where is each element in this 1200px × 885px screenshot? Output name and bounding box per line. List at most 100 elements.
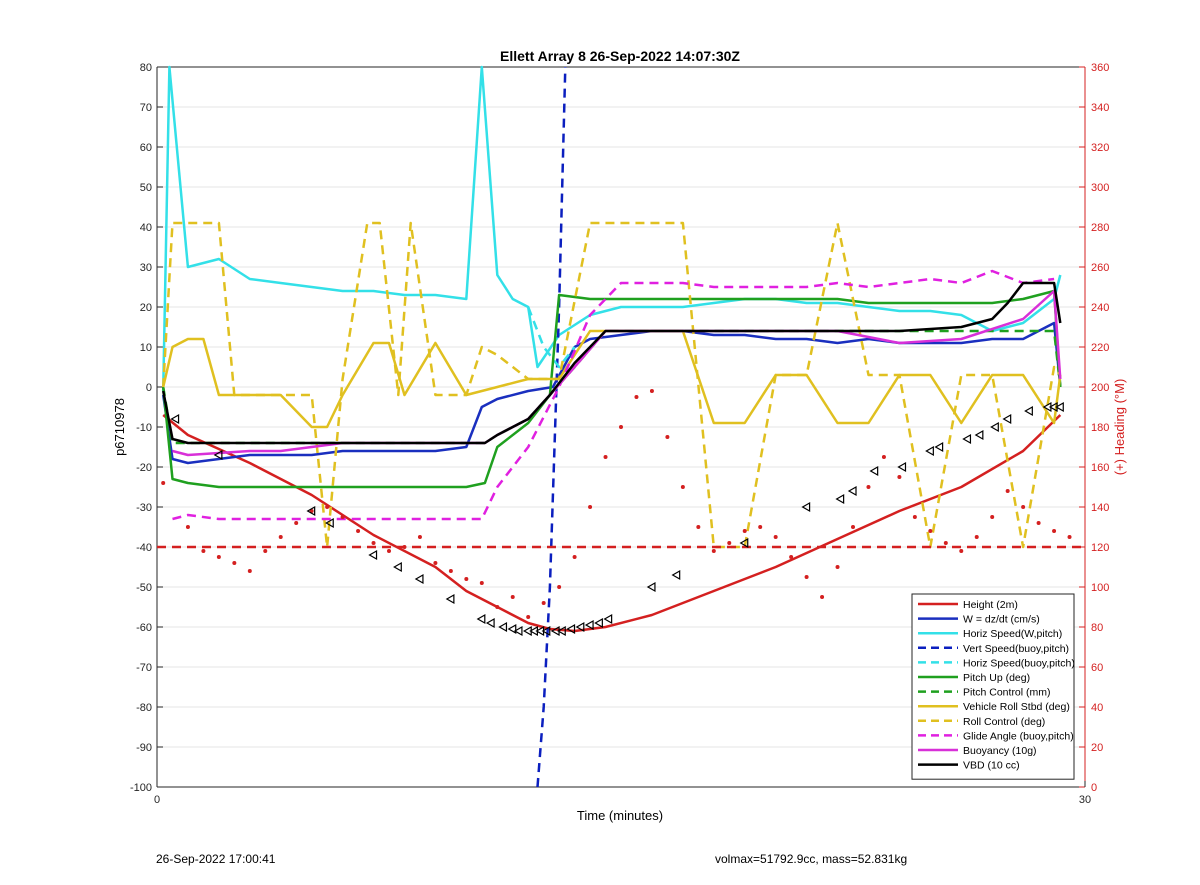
height-marker [1024,405,1033,417]
heading-point [216,555,221,559]
y-tick-label: 20 [140,302,152,314]
height-marker [213,449,223,461]
y2-tick-label: 360 [1091,62,1109,74]
height-marker [513,625,523,637]
legend-label: Horiz Speed(W,pitch) [963,628,1062,640]
heading-point [943,541,948,545]
y-tick-label: -70 [136,662,152,674]
height-marker [485,617,495,629]
series-line-8 [161,221,1062,549]
heading-point [634,395,639,399]
y-tick-label: 80 [140,62,152,74]
heading-point [417,535,422,539]
y2-tick-label: 100 [1091,582,1109,594]
height-marker [1002,413,1012,425]
height-marker [575,621,585,633]
heading-point [278,535,283,539]
y2-tick-label: 240 [1091,302,1109,314]
y-tick-label: 70 [140,102,152,114]
height-marker [646,581,656,593]
heading-point [247,569,252,573]
series-line-3 [536,66,567,788]
height-marker [584,619,594,631]
legend-label: VBD (10 cc) [963,760,1020,772]
height-marker [990,421,999,433]
y2-tick-label: 160 [1091,462,1109,474]
heading-point [959,549,964,553]
heading-point [665,435,670,439]
heading-point [185,525,190,529]
legend-label: Pitch Up (deg) [963,672,1030,684]
heading-point [820,595,825,599]
height-marker [962,433,972,445]
series-line-9 [172,269,1055,521]
y2-tick-label: 0 [1091,782,1097,794]
y-tick-label: -30 [136,502,152,514]
y2-tick-label: 140 [1091,502,1109,514]
y2-tick-label: 20 [1091,742,1103,754]
heading-point [928,529,933,533]
heading-point [866,485,871,489]
heading-point [696,525,701,529]
heading-point [990,515,995,519]
heading-point [433,561,438,565]
heading-point [356,529,361,533]
series-lines [157,65,1085,788]
legend-label: Pitch Control (mm) [963,687,1051,699]
y2-tick-label: 120 [1091,542,1109,554]
right-axis-ticks: 3603403203002802602402202001801601401201… [1079,62,1109,794]
height-marker [869,465,879,477]
height-marker [498,621,508,633]
legend-label: Glide Angle (buoy,pitch) [963,730,1074,742]
y-tick-label: -100 [130,782,152,794]
y-tick-label: 10 [140,342,152,354]
y-tick-label: -20 [136,462,152,474]
heading-point [619,425,623,429]
heading-point [881,455,886,459]
series-line-0 [162,414,1062,633]
y2-tick-label: 80 [1091,622,1103,634]
height-marker [897,461,907,473]
height-marker [847,485,857,497]
heading-point [727,541,732,545]
heading-point [448,569,453,573]
series-line-4 [527,306,576,369]
heading-point [588,505,593,509]
height-marker [476,613,486,625]
height-marker [801,501,811,513]
chart-title: Ellett Array 8 26-Sep-2022 14:07:30Z [500,48,740,64]
y2-tick-label: 300 [1091,182,1109,194]
heading-point [912,515,917,519]
heading-point [1021,505,1026,509]
heading-point [974,535,979,539]
footer-timestamp: 26-Sep-2022 17:00:41 [156,852,276,866]
height-marker [445,593,455,605]
x-tick-label: 30 [1079,794,1091,806]
legend-label: Vert Speed(buoy,pitch) [963,643,1069,655]
heading-point [680,485,685,489]
y2-tick-label: 40 [1091,702,1103,714]
heading-point [897,475,902,479]
series-line-11 [161,281,1062,445]
height-marker [835,493,845,505]
x-axis-label: Time (minutes) [577,808,663,823]
footer-summary: volmax=51792.9cc, mass=52.831kg [715,852,908,866]
heading-point [1052,529,1057,533]
heading-point [371,541,376,545]
y-tick-label: 30 [140,262,152,274]
legend-label: Roll Control (deg) [963,716,1045,728]
y-tick-label: 50 [140,182,152,194]
heading-point [294,521,299,525]
heading-point [572,555,577,559]
heading-point [161,481,166,485]
legend-label: Horiz Speed(buoy,pitch) [963,657,1075,669]
heading-point [464,577,469,581]
heading-point [479,581,484,585]
height-marker [594,617,603,629]
y2-tick-label: 320 [1091,142,1109,154]
heading-point [510,595,515,599]
height-marker [1055,401,1064,413]
heading-point [526,615,531,619]
height-marker [507,623,517,635]
series-line-5 [161,289,1062,489]
